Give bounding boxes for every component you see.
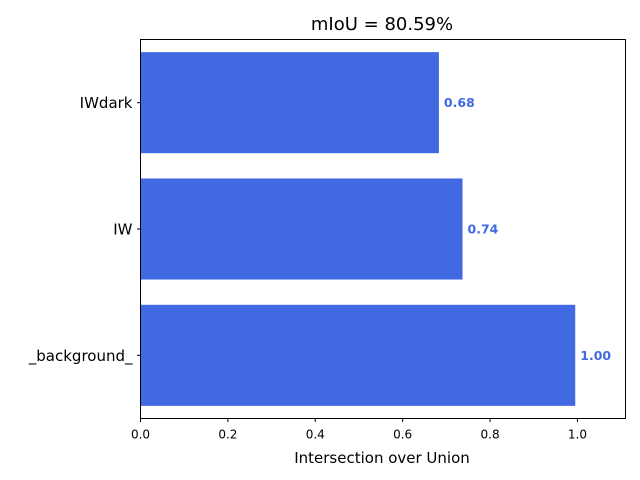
y-tick-label: IWdark (80, 94, 133, 112)
x-tick-label: 0.4 (306, 428, 325, 442)
bars-group (140, 52, 576, 406)
bar-value-label: 1.00 (580, 348, 611, 363)
x-tick-label: 0.8 (481, 428, 500, 442)
y-axis-ticks: _background_ IW IWdark (28, 94, 141, 366)
bar-iw (140, 178, 463, 280)
bar-background (140, 304, 576, 406)
plot-frame (140, 39, 626, 419)
bar-value-label: 0.68 (444, 95, 475, 110)
y-tick-label: IW (113, 221, 132, 239)
x-tick-label: 1.0 (568, 428, 587, 442)
bar-value-label: 0.74 (468, 222, 499, 237)
y-tick-label: _background_ (28, 347, 133, 366)
chart-title: mIoU = 80.59% (311, 14, 453, 35)
x-axis-label: Intersection over Union (294, 449, 470, 467)
x-axis-ticks: 0.0 0.2 0.4 0.6 0.8 1.0 (131, 418, 587, 442)
bar-iwdark (140, 52, 439, 154)
x-tick-label: 0.0 (131, 428, 150, 442)
bar-labels-group: 1.00 0.74 0.68 (444, 95, 611, 363)
x-tick-label: 0.6 (393, 428, 412, 442)
x-tick-label: 0.2 (218, 428, 237, 442)
